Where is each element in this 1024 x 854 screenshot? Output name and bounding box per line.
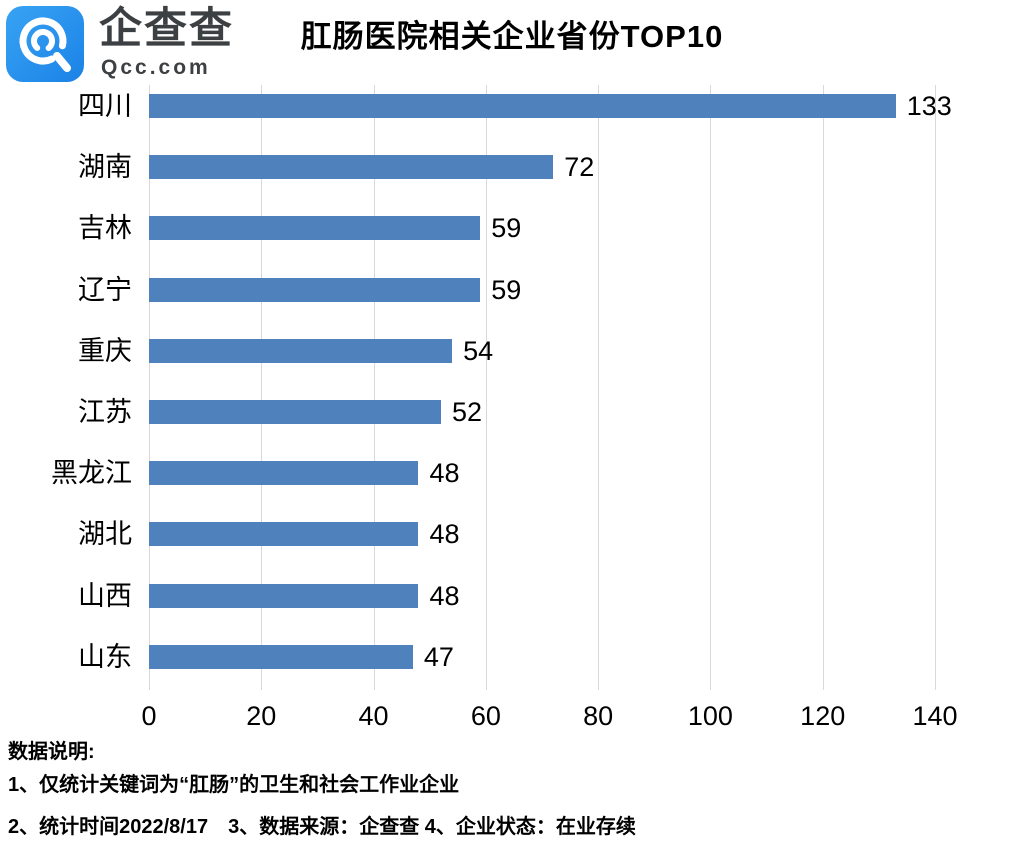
chart-title: 肛肠医院相关企业省份TOP10 (300, 19, 724, 54)
qcc-logo-name: 企查查 (99, 5, 234, 53)
bar-value-label: 72 (564, 152, 595, 183)
x-tick-label-40: 40 (358, 701, 389, 731)
x-tick-label-120: 120 (800, 701, 846, 731)
bar (149, 216, 481, 241)
bar (149, 338, 453, 363)
bar-value-label: 59 (491, 213, 522, 244)
x-tick-label-20: 20 (246, 701, 277, 731)
bar (149, 644, 413, 669)
bar-value-label: 48 (429, 458, 460, 489)
bar-value-label: 47 (423, 641, 454, 672)
category-label: 湖南 (78, 152, 132, 183)
bar-value-label: 52 (451, 397, 482, 427)
category-label: 辽宁 (78, 274, 132, 305)
x-tick-label-140: 140 (912, 701, 958, 731)
x-tick-label-60: 60 (470, 701, 501, 731)
gridline-80 (598, 85, 600, 690)
bar (149, 277, 481, 302)
category-label: 四川 (78, 91, 132, 121)
bar-value-label: 48 (429, 580, 460, 611)
bar (149, 583, 419, 608)
x-tick-label-80: 80 (583, 701, 614, 731)
category-label: 湖北 (78, 519, 132, 550)
bar (149, 522, 419, 547)
bar (149, 461, 419, 486)
gridline-60 (485, 85, 487, 690)
footer-heading: 数据说明: (8, 741, 95, 763)
bar-value-label: 48 (429, 519, 460, 550)
x-tick-label-100: 100 (687, 701, 733, 731)
bar-value-label: 54 (463, 335, 494, 366)
gridline-140 (935, 85, 936, 690)
bar (149, 400, 441, 424)
category-label: 吉林 (78, 213, 132, 244)
category-label: 重庆 (78, 335, 132, 366)
bar (149, 94, 896, 118)
footer-note-2: 2、统计时间2022/8/17 3、数据来源：企查查 4、企业状态：在业存续 (8, 816, 636, 838)
footer-note-1: 1、仅统计关键词为“肛肠”的卫生和社会工作业企业 (8, 774, 460, 796)
category-label: 黑龙江 (51, 458, 132, 489)
x-tick-label-0: 0 (141, 701, 157, 731)
qcc-logo-icon (6, 6, 84, 82)
gridline-20 (261, 85, 263, 690)
gridline-100 (710, 85, 712, 690)
gridline-40 (373, 85, 375, 690)
bar-value-label: 133 (906, 91, 952, 121)
gridline-0 (149, 85, 150, 690)
category-label: 江苏 (78, 397, 132, 427)
bar-value-label: 59 (491, 274, 522, 305)
category-label: 山东 (78, 641, 132, 672)
category-label: 山西 (78, 580, 132, 611)
gridline-120 (822, 85, 824, 690)
bar (149, 155, 554, 180)
qcc-logo-domain: Qcc.com (101, 56, 211, 79)
